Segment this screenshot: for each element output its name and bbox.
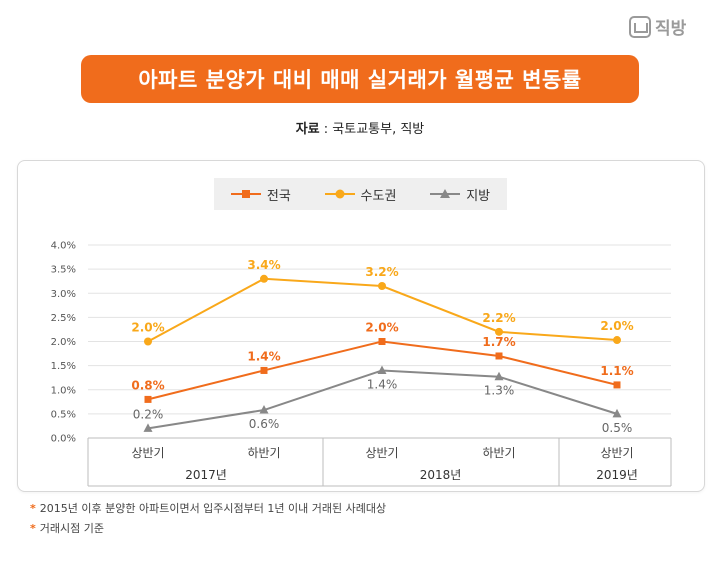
- footnote-text-2: 거래시점 기준: [39, 522, 104, 535]
- data-label: 3.4%: [247, 258, 280, 272]
- data-point: [378, 282, 386, 291]
- y-tick-label: 2.0%: [51, 337, 76, 348]
- x-tick-label: 상반기: [365, 446, 398, 460]
- legend-item-nat: 전국: [230, 185, 291, 204]
- data-point: [143, 423, 153, 432]
- x-tick-label: 상반기: [600, 446, 633, 460]
- data-label: 2.0%: [365, 321, 398, 335]
- legend-triangle-marker-icon: [430, 189, 461, 198]
- x-tick-label: 하반기: [247, 446, 280, 460]
- data-label: 1.4%: [247, 349, 280, 363]
- data-point: [495, 352, 503, 360]
- y-tick-label: 1.0%: [51, 385, 76, 396]
- data-label: 1.4%: [367, 377, 398, 391]
- data-point: [613, 336, 621, 345]
- data-label: 0.6%: [249, 417, 280, 431]
- data-label: 3.2%: [365, 265, 398, 279]
- data-point: [260, 274, 268, 283]
- data-point: [612, 408, 622, 418]
- source-line: 자료 : 국토교통부, 직방: [0, 118, 720, 137]
- data-point: [378, 338, 386, 345]
- data-point: [144, 337, 152, 346]
- y-tick-label: 4.0%: [51, 241, 76, 252]
- footnote-text-1: 2015년 이후 분양한 아파트이면서 입주시점부터 1년 이내 거래된 사례대…: [39, 502, 387, 515]
- x-tick-label: 하반기: [482, 446, 515, 460]
- brand-logo-text: 직방: [655, 19, 687, 39]
- data-point: [144, 395, 152, 403]
- data-point: [260, 366, 268, 374]
- x-group-label: 2018년: [420, 468, 462, 482]
- data-label: 1.7%: [482, 335, 515, 349]
- source-label: 자료: [295, 122, 320, 137]
- source-text: 국토교통부, 직방: [332, 122, 425, 137]
- brand-logo: 직방: [629, 14, 686, 39]
- data-label: 1.1%: [600, 364, 633, 378]
- y-tick-label: 3.0%: [51, 289, 76, 300]
- data-point: [494, 371, 504, 381]
- data-label: 2.2%: [482, 311, 515, 325]
- legend-item-capital: 수도권: [324, 185, 397, 204]
- legend-square-marker-icon: [230, 190, 261, 198]
- footnote-2: * 거래시점 기준: [30, 520, 104, 536]
- y-tick-label: 3.5%: [51, 265, 76, 276]
- y-tick-label: 2.5%: [51, 313, 76, 324]
- house-icon: [629, 15, 651, 38]
- legend-label-local: 지방: [466, 188, 491, 204]
- y-tick-label: 0.5%: [51, 409, 76, 420]
- footnote-marker: *: [30, 522, 36, 535]
- chart-legend: 전국 수도권 지방: [214, 178, 507, 210]
- source-separator: :: [319, 122, 333, 137]
- data-point: [613, 381, 621, 389]
- legend-item-local: 지방: [430, 185, 490, 204]
- data-point: [495, 327, 503, 336]
- page-title: 아파트 분양가 대비 매매 실거래가 월평균 변동률: [81, 55, 639, 103]
- data-label: 2.0%: [131, 321, 164, 335]
- footnote-marker: *: [30, 502, 36, 515]
- x-group-label: 2019년: [596, 468, 638, 482]
- data-label: 2.0%: [600, 319, 633, 333]
- data-label: 0.5%: [602, 421, 633, 435]
- y-tick-label: 1.5%: [51, 361, 76, 372]
- legend-label-nat: 전국: [266, 188, 291, 204]
- data-point: [377, 365, 387, 374]
- legend-label-capital: 수도권: [360, 188, 397, 204]
- footnote-1: * 2015년 이후 분양한 아파트이면서 입주시점부터 1년 이내 거래된 사례…: [30, 500, 386, 516]
- x-tick-label: 상반기: [131, 446, 164, 460]
- chart-card: [17, 160, 705, 492]
- data-label: 0.2%: [133, 407, 164, 421]
- data-label: 1.3%: [484, 384, 515, 398]
- y-tick-label: 0.0%: [51, 434, 76, 445]
- x-group-label: 2017년: [185, 468, 227, 482]
- legend-circle-marker-icon: [324, 189, 355, 199]
- data-label: 0.8%: [131, 378, 164, 392]
- data-point: [259, 405, 269, 414]
